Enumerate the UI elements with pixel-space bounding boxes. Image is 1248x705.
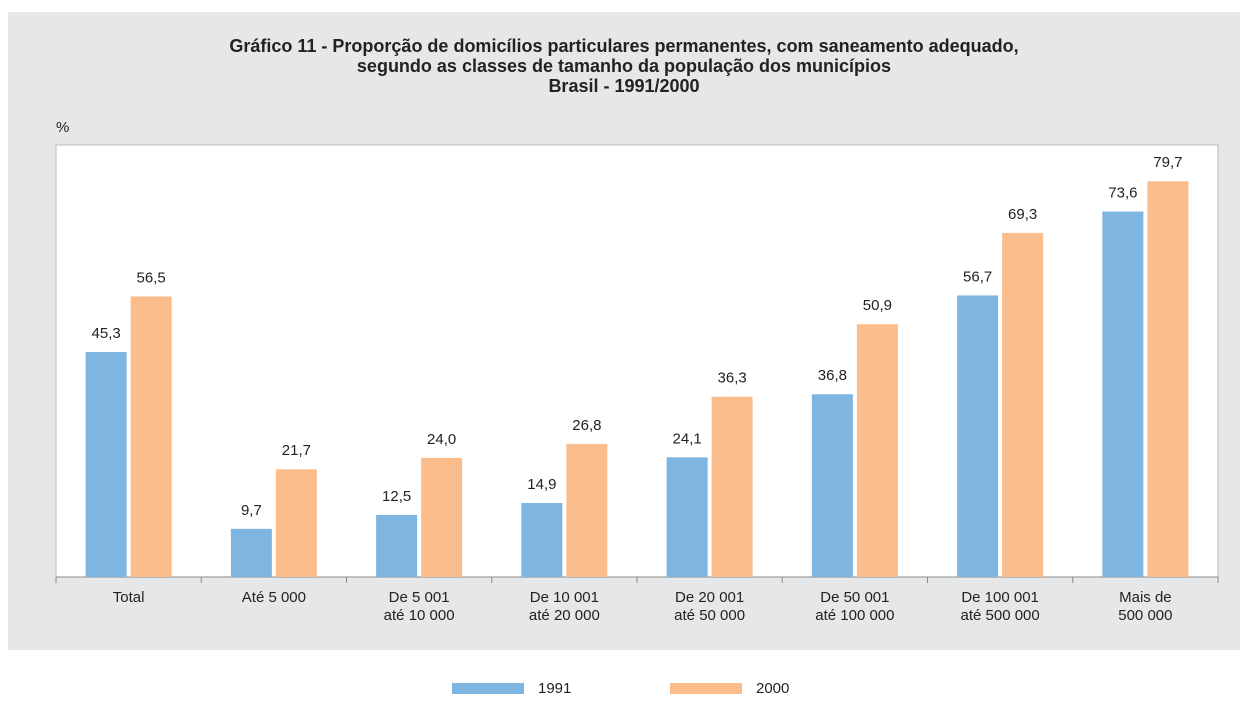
x-tick-label: De 100 001 xyxy=(961,589,1039,606)
x-tick-label: até 500 000 xyxy=(961,607,1040,624)
bar xyxy=(1002,232,1044,577)
chart-title: Gráfico 11 - Proporção de domicílios par… xyxy=(229,36,1018,56)
bar xyxy=(811,394,853,577)
data-label: 69,3 xyxy=(1008,206,1037,223)
x-tick-label: De 20 001 xyxy=(675,589,744,606)
data-label: 50,9 xyxy=(863,297,892,314)
legend-swatch xyxy=(452,683,524,694)
legend-swatch xyxy=(670,683,742,694)
x-tick-label: De 5 001 xyxy=(389,589,450,606)
x-tick-label: até 20 000 xyxy=(529,607,600,624)
bar xyxy=(1102,211,1144,577)
data-label: 36,3 xyxy=(718,370,747,387)
bar xyxy=(130,296,172,577)
bar xyxy=(957,295,999,577)
data-label: 56,7 xyxy=(963,268,992,285)
data-label: 14,9 xyxy=(527,476,556,493)
bar xyxy=(230,528,272,577)
bar xyxy=(421,457,463,577)
bar xyxy=(1147,181,1189,577)
bar xyxy=(711,396,753,577)
x-tick-label: Até 5 000 xyxy=(242,589,306,606)
data-label: 45,3 xyxy=(92,325,121,342)
data-label: 21,7 xyxy=(282,442,311,459)
x-tick-label: De 50 001 xyxy=(820,589,889,606)
bar xyxy=(566,443,608,577)
bar xyxy=(856,324,898,577)
data-label: 26,8 xyxy=(572,417,601,434)
chart-title: segundo as classes de tamanho da populaç… xyxy=(357,56,891,76)
x-tick-label: Total xyxy=(113,589,145,606)
bar xyxy=(275,469,317,577)
x-tick-label: até 100 000 xyxy=(815,607,894,624)
legend-label: 1991 xyxy=(538,680,571,697)
data-label: 9,7 xyxy=(241,502,262,519)
x-tick-label: até 10 000 xyxy=(384,607,455,624)
data-label: 56,5 xyxy=(137,269,166,286)
x-tick-label: 500 000 xyxy=(1118,607,1172,624)
x-tick-label: De 10 001 xyxy=(530,589,599,606)
data-label: 79,7 xyxy=(1153,154,1182,171)
y-axis-label: % xyxy=(56,119,69,136)
x-tick-label: Mais de xyxy=(1119,589,1172,606)
data-label: 12,5 xyxy=(382,488,411,505)
legend-label: 2000 xyxy=(756,680,789,697)
chart-title: Brasil - 1991/2000 xyxy=(548,76,699,96)
bar xyxy=(666,457,708,577)
bar xyxy=(521,503,563,577)
data-label: 73,6 xyxy=(1108,185,1137,202)
x-tick-label: até 50 000 xyxy=(674,607,745,624)
bar xyxy=(85,352,127,577)
data-label: 36,8 xyxy=(818,367,847,384)
data-label: 24,1 xyxy=(673,430,702,447)
plot-area xyxy=(55,144,1219,578)
bar xyxy=(376,514,418,577)
data-label: 24,0 xyxy=(427,431,456,448)
